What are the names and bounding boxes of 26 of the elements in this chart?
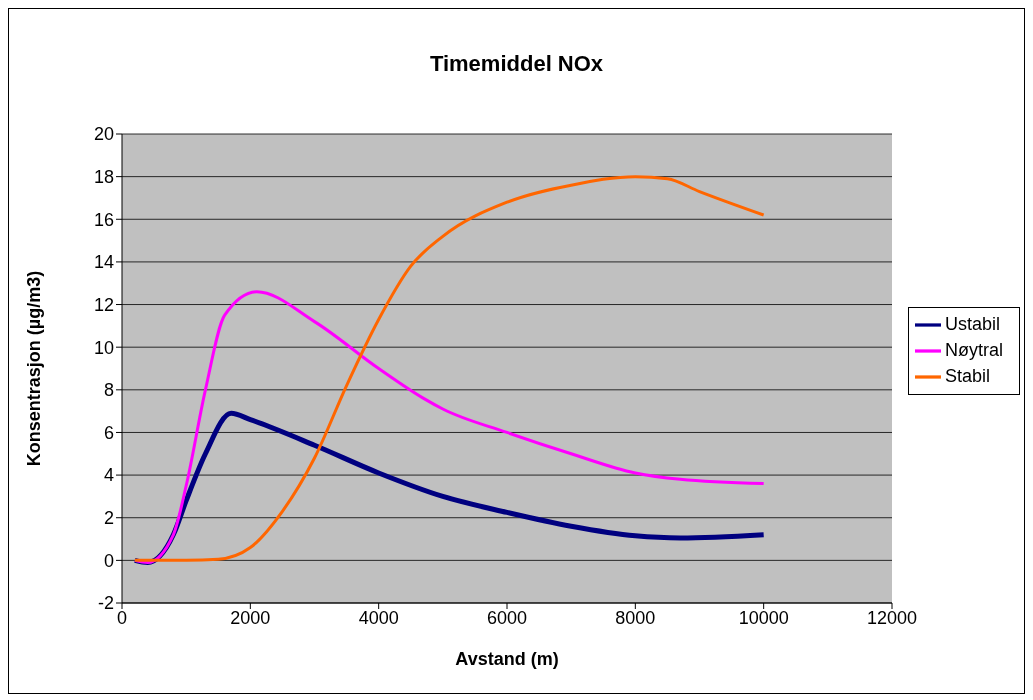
- x-axis-title: Avstand (m): [455, 649, 559, 669]
- y-tick-label: 2: [103, 508, 114, 529]
- x-tick-label: 0: [116, 607, 128, 628]
- y-tick-label: 18: [93, 167, 114, 188]
- y-tick-label: 4: [103, 465, 114, 486]
- y-tick-label: 0: [103, 550, 114, 571]
- x-tick-label: 6000: [486, 607, 528, 628]
- legend-label: Stabil: [945, 365, 991, 386]
- chart-title: Timemiddel NOx: [428, 51, 605, 77]
- y-tick-label: 12: [93, 294, 114, 315]
- y-axis-title: Konsentrasjon (µg/m3): [24, 270, 45, 467]
- y-tick-label: 20: [93, 124, 114, 145]
- x-tick-label: 10000: [738, 607, 789, 628]
- x-tick-label: 4000: [358, 607, 399, 628]
- y-tick-label: 8: [103, 380, 114, 401]
- y-tick-label: 6: [103, 422, 114, 443]
- x-tick-label: 2000: [230, 607, 271, 628]
- legend-label: Ustabil: [945, 313, 1001, 334]
- y-tick-label: 10: [93, 337, 114, 358]
- y-tick-label: 14: [93, 252, 114, 273]
- x-tick-label: 8000: [615, 607, 656, 628]
- legend-label: Nøytral: [945, 339, 1003, 360]
- x-tick-label: 12000: [866, 607, 918, 628]
- y-tick-label: -2: [97, 593, 114, 614]
- line-series: [133, 175, 766, 562]
- y-tick-label: 16: [93, 209, 114, 230]
